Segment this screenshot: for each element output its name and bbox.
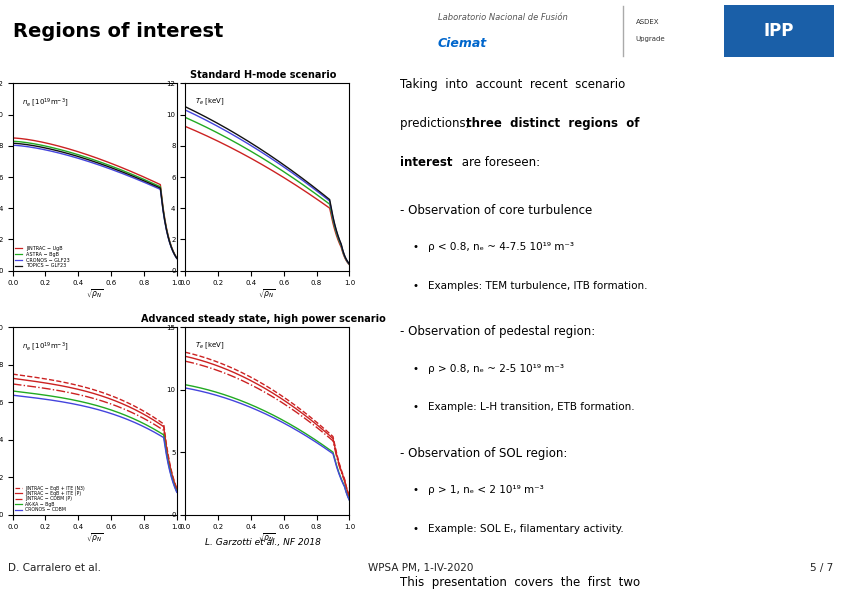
Text: $T_e\ [{\rm keV}]$: $T_e\ [{\rm keV}]$ [195, 340, 225, 351]
X-axis label: $\sqrt{\rho_N}$: $\sqrt{\rho_N}$ [86, 532, 104, 545]
Text: This  presentation  covers  the  first  two: This presentation covers the first two [400, 576, 640, 588]
Text: •: • [413, 402, 419, 412]
Text: •: • [413, 485, 419, 495]
Text: ASDEX: ASDEX [636, 19, 659, 25]
Text: 5 / 7: 5 / 7 [810, 563, 834, 573]
Text: - Observation of pedestal region:: - Observation of pedestal region: [400, 325, 595, 338]
Text: Taking  into  account  recent  scenario: Taking into account recent scenario [400, 79, 626, 92]
Text: Laboratorio Nacional de Fusión: Laboratorio Nacional de Fusión [438, 13, 568, 22]
Text: Examples: TEM turbulence, ITB formation.: Examples: TEM turbulence, ITB formation. [428, 281, 647, 291]
Text: L. Garzotti et al., NF 2018: L. Garzotti et al., NF 2018 [205, 538, 321, 547]
Text: •: • [413, 281, 419, 291]
Text: D. Carralero et al.: D. Carralero et al. [8, 563, 101, 573]
Text: Regions of interest: Regions of interest [13, 22, 223, 40]
Text: •: • [413, 242, 419, 252]
X-axis label: $\sqrt{\rho_N}$: $\sqrt{\rho_N}$ [86, 288, 104, 301]
X-axis label: $\sqrt{\rho_N}$: $\sqrt{\rho_N}$ [258, 532, 276, 545]
FancyBboxPatch shape [724, 5, 834, 58]
Text: Upgrade: Upgrade [636, 36, 665, 42]
Text: ρ > 1, nₑ < 2 10¹⁹ m⁻³: ρ > 1, nₑ < 2 10¹⁹ m⁻³ [428, 485, 544, 495]
Text: Standard H-mode scenario: Standard H-mode scenario [190, 70, 336, 80]
Text: •: • [413, 524, 419, 534]
Text: Advanced steady state, high power scenario: Advanced steady state, high power scenar… [141, 314, 386, 324]
Text: $n_e\ [10^{19}{\rm m}^{-3}]$: $n_e\ [10^{19}{\rm m}^{-3}]$ [23, 96, 69, 109]
Text: WPSA PM, 1-IV-2020: WPSA PM, 1-IV-2020 [368, 563, 474, 573]
Text: ρ > 0.8, nₑ ~ 2-5 10¹⁹ m⁻³: ρ > 0.8, nₑ ~ 2-5 10¹⁹ m⁻³ [428, 364, 564, 374]
Text: - Observation of core turbulence: - Observation of core turbulence [400, 203, 592, 217]
Text: interest: interest [400, 155, 452, 168]
Text: Example: SOL Eᵣ, filamentary activity.: Example: SOL Eᵣ, filamentary activity. [428, 524, 624, 534]
Legend: JINTRAC − UgB, ASTRA − BgB, CRONOS − GLF23, TOPICS − GLF23: JINTRAC − UgB, ASTRA − BgB, CRONOS − GLF… [15, 246, 70, 268]
Text: •: • [413, 364, 419, 374]
Text: predictions,: predictions, [400, 117, 477, 130]
Text: are foreseen:: are foreseen: [457, 155, 540, 168]
Text: ρ < 0.8, nₑ ~ 4-7.5 10¹⁹ m⁻³: ρ < 0.8, nₑ ~ 4-7.5 10¹⁹ m⁻³ [428, 242, 574, 252]
Text: Ciemat: Ciemat [438, 37, 487, 50]
Text: IPP: IPP [764, 22, 794, 40]
Text: $T_e\ [{\rm keV}]$: $T_e\ [{\rm keV}]$ [195, 96, 225, 107]
Text: $n_e\ [10^{19}{\rm m}^{-3}]$: $n_e\ [10^{19}{\rm m}^{-3}]$ [23, 340, 69, 353]
Text: Example: L-H transition, ETB formation.: Example: L-H transition, ETB formation. [428, 402, 635, 412]
X-axis label: $\sqrt{\rho_N}$: $\sqrt{\rho_N}$ [258, 288, 276, 301]
Legend: JINTRAC − EqB + ITE (N3), JINTRAC − EqB + ITE (P), JINTRAC − CDBM (P), AK-KA − B: JINTRAC − EqB + ITE (N3), JINTRAC − EqB … [15, 486, 85, 512]
Text: three  distinct  regions  of: three distinct regions of [466, 117, 639, 130]
Text: - Observation of SOL region:: - Observation of SOL region: [400, 446, 568, 459]
